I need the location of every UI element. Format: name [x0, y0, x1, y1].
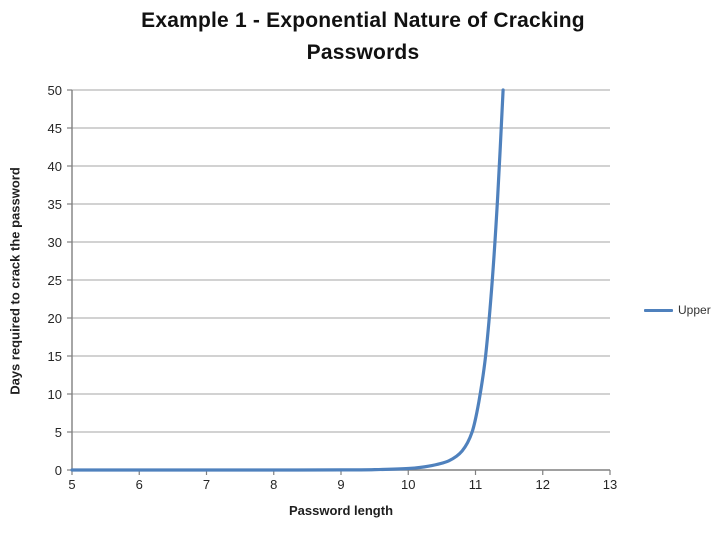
legend: Upper	[644, 303, 711, 317]
x-axis-tick-label: 5	[68, 477, 76, 492]
x-axis-tick-label: 12	[535, 477, 550, 492]
chart-title-line1: Example 1 - Exponential Nature of Cracki…	[141, 9, 585, 32]
chart-title: Example 1 - Exponential Nature of Cracki…	[0, 5, 726, 69]
legend-label: Upper	[678, 303, 711, 317]
y-axis-tick-label: 5	[54, 425, 62, 440]
x-axis-tick-label: 10	[401, 477, 416, 492]
y-axis-tick-label: 30	[47, 235, 62, 250]
y-axis-tick-label: 10	[47, 387, 62, 402]
x-axis-tick-label: 13	[602, 477, 618, 492]
x-axis-tick-label: 11	[468, 477, 483, 492]
chart-title-line2: Passwords	[306, 41, 420, 64]
y-axis-tick-label: 50	[47, 83, 62, 98]
y-axis-tick-label: 40	[47, 159, 62, 174]
y-axis-tick-label: 15	[47, 349, 62, 364]
y-axis-tick-label: 45	[47, 121, 62, 136]
y-axis-tick-label: 0	[54, 463, 62, 478]
x-axis-title: Password length	[288, 503, 394, 518]
legend-line-swatch	[644, 308, 673, 312]
y-axis-tick-label: 20	[47, 311, 62, 326]
x-axis-tick-label: 7	[202, 477, 211, 492]
x-axis-tick-label: 6	[135, 477, 143, 492]
x-axis-tick-label: 8	[270, 477, 278, 492]
series-line-upper	[70, 88, 505, 472]
y-axis-tick-label: 25	[47, 273, 62, 288]
x-axis-tick-label: 9	[337, 477, 345, 492]
y-axis-tick-label: 35	[47, 197, 62, 212]
